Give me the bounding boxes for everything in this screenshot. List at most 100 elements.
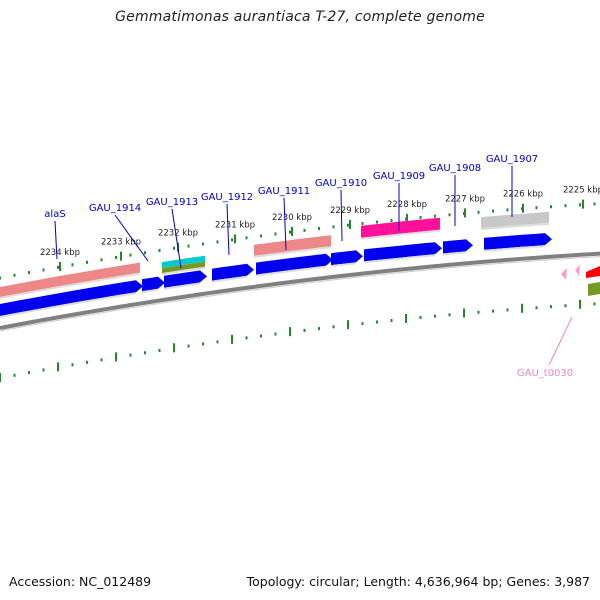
trna-marker [561, 268, 567, 280]
gene-label[interactable]: GAU_1909 [373, 171, 425, 182]
gene-label-leader [548, 316, 573, 366]
ruler-dot [260, 234, 262, 238]
ruler-dot [86, 260, 88, 264]
ruler-dot [0, 276, 1, 280]
ruler-dot [42, 268, 45, 272]
backbone-line [0, 251, 600, 330]
ruler-dot [187, 244, 190, 248]
ruler-tick-label: 2230 kbp [272, 213, 312, 223]
ruler-dot [187, 344, 190, 348]
cds-arrow-shadow [442, 251, 467, 256]
ruler-dot [57, 265, 59, 269]
ruler-dot [564, 204, 567, 208]
ruler-dot [361, 322, 364, 326]
cds-arrow-shadow [141, 288, 159, 294]
ruler-dot [390, 318, 393, 322]
ruler-dot [28, 371, 30, 375]
cds-arrow [256, 253, 333, 275]
feature-red [586, 266, 600, 278]
ruler-dot [245, 236, 248, 240]
gene-label-layer: alaS GAU_1914 GAU_1913 GAU_1912 GAU_1911 GAU_… [44, 154, 573, 379]
ruler-dot [202, 242, 204, 246]
feature-cyan [162, 255, 205, 269]
ruler-major-tick [120, 251, 122, 261]
ruler-dot [100, 358, 103, 362]
ruler-tick-label: 2234 kbp [40, 248, 80, 258]
ruler-dot [579, 299, 581, 309]
ruler-dot [289, 230, 291, 234]
ruler-dot [477, 210, 480, 214]
ruler-tick-label: 2228 kbp [387, 200, 427, 210]
ruler-tick-label: 2226 kbp [503, 190, 543, 200]
feature-gray-shadow [480, 222, 550, 231]
ruler-dot [260, 334, 262, 338]
ruler-major-tick [291, 226, 293, 236]
genome-backbone [0, 251, 600, 332]
gene-label[interactable]: GAU_1912 [201, 192, 253, 203]
ruler-major-tick [349, 219, 351, 229]
gene-label[interactable]: GAU_1908 [429, 163, 481, 174]
ruler-tick-label: 2229 kbp [330, 206, 370, 216]
cds-arrow [0, 280, 143, 316]
ruler-dot [376, 320, 378, 324]
gene-label[interactable]: GAU_1910 [315, 178, 367, 189]
ruler-dot [448, 313, 451, 317]
ruler-dot [492, 309, 494, 313]
ruler-dot [477, 310, 480, 314]
ruler-track: 2225 kbp 2226 kbp 2227 kbp 2228 kbp 2229 kbp… [0, 186, 600, 382]
ruler-dot [579, 203, 581, 207]
gene-label[interactable]: GAU_1911 [258, 186, 310, 197]
ruler-dot [564, 304, 567, 308]
backbone-shadow [0, 256, 600, 332]
ruler-major-tick [464, 208, 466, 218]
feature-salmon [0, 262, 140, 297]
ruler-dot [492, 209, 494, 213]
ruler-dot [405, 313, 407, 323]
gene-label-leader [54, 220, 58, 260]
ruler-dot [216, 340, 219, 344]
topology-summary-text: Topology: circular; Length: 4,636,964 bp… [246, 574, 590, 589]
ruler-dot [332, 325, 335, 329]
gene-label[interactable]: alaS [44, 209, 65, 220]
ruler-major-tick [234, 234, 236, 244]
feature-magenta [361, 217, 440, 238]
cds-arrow-shadow [483, 245, 546, 252]
ruler-dot [376, 220, 378, 224]
feature-salmon-shadow [253, 246, 332, 258]
cds-arrow-shadow [163, 282, 201, 290]
ruler-dot [115, 255, 117, 259]
ruler-dot [158, 348, 161, 352]
ruler-major-tick [522, 203, 524, 213]
ruler-dot [506, 208, 509, 212]
ruler-dot [245, 336, 248, 340]
gene-label[interactable]: GAU_t0030 [517, 368, 573, 379]
feature-magenta-shadow [360, 229, 441, 240]
ruler-dot [71, 363, 74, 367]
feature-salmon-shadow [0, 272, 141, 299]
feature-track [0, 211, 600, 318]
ruler-dot [535, 306, 538, 310]
ruler-dot [28, 271, 30, 275]
gene-label[interactable]: GAU_1914 [89, 203, 141, 214]
ruler-dot [13, 373, 16, 377]
ruler-dot [42, 368, 45, 372]
ruler-dot [593, 202, 596, 206]
ruler-tick-label: 2227 kbp [445, 194, 485, 204]
ruler-dot [434, 314, 436, 318]
gene-label[interactable]: GAU_1913 [146, 197, 198, 208]
cds-arrow [142, 276, 165, 292]
gene-label[interactable]: GAU_1907 [486, 154, 538, 165]
ruler-dot [506, 308, 509, 312]
feature-salmon [254, 235, 331, 256]
ruler-tick-label: 2232 kbp [158, 229, 198, 239]
ruler-dot [448, 213, 451, 217]
ruler-dot [158, 248, 161, 252]
gene-label-leader [171, 208, 182, 269]
ruler-dot [231, 334, 233, 344]
ruler-dot [173, 343, 175, 353]
ruler-dot [521, 303, 523, 313]
ruler-dot [71, 263, 74, 267]
ruler-dot [0, 373, 1, 382]
ruler-dot [550, 305, 552, 309]
